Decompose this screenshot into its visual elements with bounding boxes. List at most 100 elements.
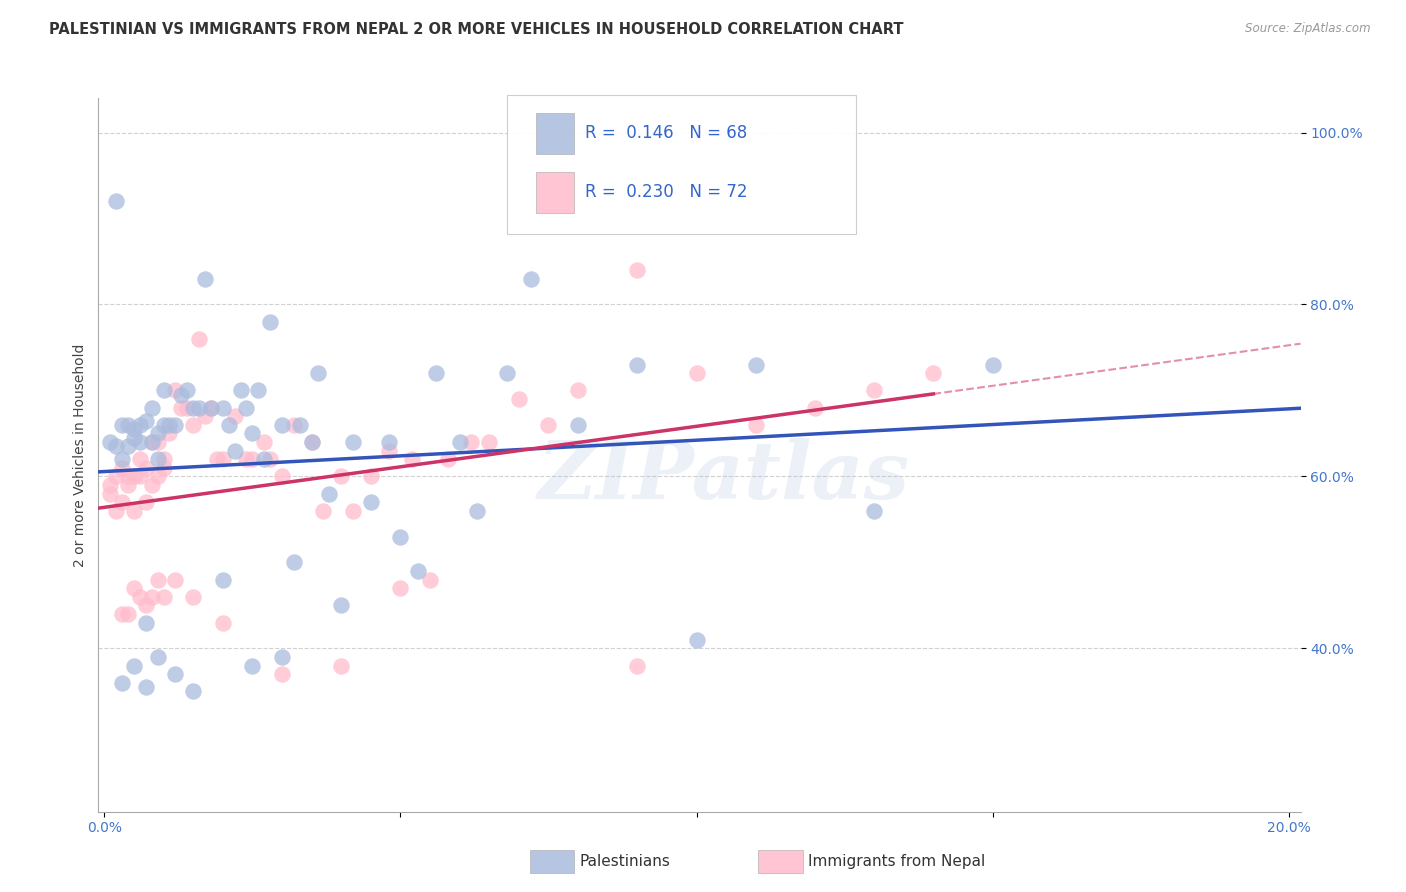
Point: [105, 194, 128, 209]
Point: [105, 469, 128, 483]
Point: [804, 401, 827, 415]
Point: [128, 469, 150, 483]
Point: [508, 392, 530, 406]
Point: [211, 615, 233, 630]
Point: [377, 435, 399, 450]
Y-axis label: 2 or more Vehicles in Household: 2 or more Vehicles in Household: [73, 343, 87, 566]
Point: [253, 435, 276, 450]
Point: [98, 486, 121, 500]
Point: [117, 469, 139, 483]
Point: [307, 366, 329, 380]
Point: [259, 452, 281, 467]
Point: [283, 555, 305, 569]
Point: [330, 469, 353, 483]
Point: [117, 478, 139, 492]
Point: [301, 435, 323, 450]
Point: [122, 504, 145, 518]
Point: [98, 478, 121, 492]
Point: [165, 573, 187, 587]
Point: [425, 366, 447, 380]
Point: [419, 573, 441, 587]
Point: [165, 667, 187, 681]
FancyBboxPatch shape: [508, 95, 856, 234]
Point: [135, 413, 157, 427]
Point: [105, 439, 128, 453]
Point: [141, 478, 163, 492]
Point: [146, 573, 169, 587]
Point: [519, 271, 541, 285]
Point: [188, 332, 211, 346]
Point: [496, 366, 519, 380]
Point: [111, 675, 134, 690]
Point: [122, 658, 145, 673]
Point: [165, 384, 187, 398]
Text: Palestinians: Palestinians: [579, 855, 671, 869]
Point: [135, 599, 157, 613]
Text: Immigrants from Nepal: Immigrants from Nepal: [807, 855, 986, 869]
Point: [165, 417, 187, 432]
Point: [200, 401, 222, 415]
Point: [135, 495, 157, 509]
Point: [111, 460, 134, 475]
Point: [146, 426, 169, 441]
Point: [247, 384, 270, 398]
Point: [122, 422, 145, 436]
Point: [135, 460, 157, 475]
Point: [128, 435, 150, 450]
Text: ZIPatlas: ZIPatlas: [537, 438, 910, 515]
Point: [436, 452, 458, 467]
Point: [224, 443, 246, 458]
Point: [745, 417, 768, 432]
Point: [360, 495, 382, 509]
Point: [626, 263, 648, 277]
Point: [141, 435, 163, 450]
Point: [863, 384, 886, 398]
Text: R =  0.230   N = 72: R = 0.230 N = 72: [585, 184, 748, 202]
Point: [318, 486, 340, 500]
Point: [229, 384, 252, 398]
Point: [259, 315, 281, 329]
Point: [342, 435, 364, 450]
Point: [626, 358, 648, 372]
Point: [111, 495, 134, 509]
Point: [146, 469, 169, 483]
Point: [211, 401, 233, 415]
Point: [401, 452, 423, 467]
Point: [122, 581, 145, 595]
Point: [449, 435, 471, 450]
Point: [460, 435, 482, 450]
Point: [181, 590, 204, 604]
Point: [152, 460, 174, 475]
Point: [111, 417, 134, 432]
Point: [135, 680, 157, 694]
Point: [146, 435, 169, 450]
Point: [271, 650, 294, 665]
Point: [105, 504, 128, 518]
Point: [194, 409, 217, 424]
Point: [271, 469, 294, 483]
FancyBboxPatch shape: [536, 172, 575, 213]
Point: [170, 401, 193, 415]
Point: [377, 443, 399, 458]
Point: [152, 452, 174, 467]
Point: [685, 366, 707, 380]
Point: [235, 452, 257, 467]
Point: [224, 409, 246, 424]
Point: [205, 452, 228, 467]
Point: [122, 469, 145, 483]
FancyBboxPatch shape: [530, 850, 575, 873]
Point: [685, 632, 707, 647]
Point: [478, 435, 501, 450]
Point: [111, 452, 134, 467]
Point: [389, 581, 412, 595]
Point: [146, 650, 169, 665]
Point: [117, 439, 139, 453]
Point: [181, 417, 204, 432]
Text: R =  0.146   N = 68: R = 0.146 N = 68: [585, 124, 748, 142]
Point: [152, 590, 174, 604]
Point: [312, 504, 335, 518]
Point: [135, 615, 157, 630]
Point: [242, 426, 264, 441]
Point: [218, 417, 240, 432]
Point: [170, 388, 193, 402]
